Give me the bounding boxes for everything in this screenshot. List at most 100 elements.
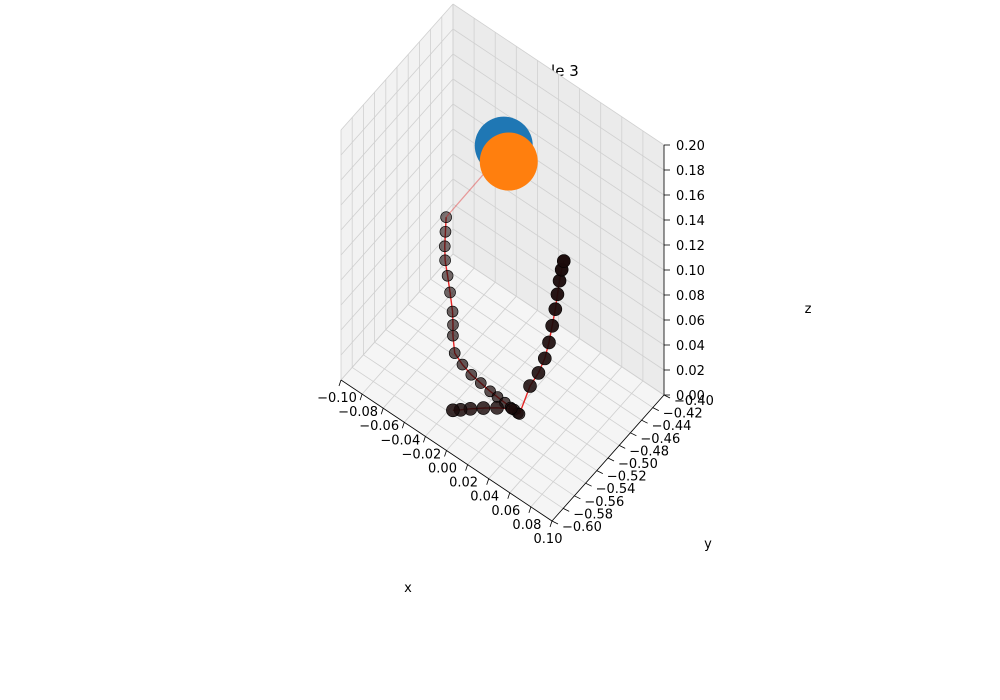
x-tick-mark bbox=[549, 520, 553, 528]
y-tick-label: −0.42 bbox=[663, 407, 703, 422]
x-tick-mark bbox=[359, 393, 363, 401]
z-tick-label: 0.18 bbox=[676, 164, 705, 179]
grid-line bbox=[340, 128, 454, 256]
grid-line bbox=[488, 352, 601, 479]
y-tick-mark bbox=[641, 419, 648, 424]
x-tick-mark bbox=[528, 506, 532, 514]
data-point bbox=[542, 335, 556, 350]
grid-line bbox=[340, 78, 454, 206]
y-tick-label: −0.50 bbox=[618, 457, 658, 472]
data-point bbox=[550, 287, 565, 302]
grid-line bbox=[340, 53, 454, 181]
y-tick-label: −0.48 bbox=[629, 444, 669, 459]
y-tick-label: −0.46 bbox=[640, 432, 680, 447]
x-tick-mark bbox=[465, 464, 468, 471]
data-point bbox=[446, 305, 459, 318]
y-tick-mark bbox=[585, 482, 592, 487]
data-point bbox=[537, 351, 552, 366]
data-point bbox=[448, 347, 461, 359]
data-point bbox=[439, 225, 452, 238]
y-tick-mark bbox=[630, 432, 637, 437]
z-tick-label: 0.20 bbox=[676, 139, 705, 154]
y-tick-mark bbox=[663, 394, 671, 399]
y-tick-mark bbox=[652, 407, 659, 411]
y-tick-mark bbox=[574, 495, 581, 500]
data-point bbox=[465, 368, 478, 381]
y-tick-mark bbox=[619, 445, 626, 449]
chart-tick-labels: −0.10−0.08−0.06−0.04−0.020.000.020.040.0… bbox=[317, 139, 714, 547]
y-tick-label: −0.54 bbox=[596, 482, 636, 497]
x-tick-label: −0.04 bbox=[380, 433, 420, 448]
data-point bbox=[474, 377, 487, 389]
x-tick-label: −0.08 bbox=[338, 405, 378, 420]
data-point bbox=[446, 403, 460, 418]
z-tick-label: 0.06 bbox=[676, 314, 705, 329]
x-tick-label: −0.02 bbox=[401, 447, 441, 462]
y-tick-mark bbox=[607, 457, 615, 462]
data-point bbox=[439, 254, 451, 267]
grid-line bbox=[452, 78, 665, 221]
y-tick-label: −0.56 bbox=[584, 495, 624, 510]
x-tick-label: −0.06 bbox=[359, 419, 399, 434]
z-tick-label: 0.08 bbox=[676, 289, 705, 304]
data-point bbox=[552, 273, 567, 288]
y-tick-mark bbox=[563, 508, 570, 512]
data-point bbox=[545, 319, 559, 333]
data-point bbox=[444, 286, 456, 299]
x-tick-label: 0.10 bbox=[534, 532, 563, 547]
grid-line bbox=[407, 304, 620, 446]
x-tick-mark bbox=[401, 422, 405, 429]
data-point bbox=[531, 366, 546, 380]
x-tick-mark bbox=[486, 478, 490, 485]
grid-line bbox=[340, 103, 454, 231]
y-tick-label: −0.52 bbox=[607, 470, 647, 485]
z-tick-label: 0.14 bbox=[676, 214, 705, 229]
y-tick-label: −0.60 bbox=[562, 520, 602, 535]
grid-line bbox=[396, 316, 609, 459]
data-point bbox=[456, 358, 469, 371]
x-axis-label: x bbox=[404, 581, 412, 596]
x-tick-label: 0.06 bbox=[491, 504, 520, 519]
z-tick-label: 0.10 bbox=[676, 264, 705, 279]
grid-line bbox=[340, 3, 454, 131]
y-tick-label: −0.44 bbox=[652, 419, 692, 434]
orange-sphere bbox=[479, 132, 538, 191]
x-tick-mark bbox=[444, 450, 447, 457]
grid-line bbox=[509, 366, 623, 494]
data-point bbox=[556, 254, 571, 268]
z-tick-label: 0.16 bbox=[676, 189, 705, 204]
x-tick-mark bbox=[380, 408, 384, 415]
data-point bbox=[440, 211, 452, 223]
x-tick-label: 0.08 bbox=[512, 518, 541, 533]
x-tick-label: 0.04 bbox=[470, 490, 499, 505]
chart-series bbox=[438, 116, 571, 420]
z-tick-label: 0.00 bbox=[676, 389, 705, 404]
data-point bbox=[548, 302, 563, 316]
data-point bbox=[438, 240, 451, 253]
grid-line bbox=[430, 278, 642, 421]
grid-line bbox=[530, 380, 644, 508]
data-point bbox=[505, 403, 518, 415]
z-tick-label: 0.04 bbox=[676, 339, 705, 354]
grid-line bbox=[340, 28, 454, 156]
data-point bbox=[490, 401, 504, 415]
data-point bbox=[447, 329, 459, 342]
x-tick-label: 0.02 bbox=[449, 476, 478, 491]
data-point bbox=[476, 401, 491, 415]
z-tick-label: 0.12 bbox=[676, 239, 705, 254]
z-tick-label: 0.02 bbox=[676, 364, 705, 379]
x-tick-mark bbox=[338, 379, 342, 387]
data-point bbox=[447, 319, 459, 331]
x-tick-label: −0.10 bbox=[317, 391, 357, 406]
y-tick-mark bbox=[596, 470, 603, 474]
x-tick-label: 0.00 bbox=[428, 462, 457, 477]
grid-line bbox=[452, 28, 665, 171]
y-tick-label: −0.58 bbox=[573, 507, 613, 522]
y-tick-mark bbox=[551, 520, 559, 525]
grid-line bbox=[452, 53, 665, 196]
x-tick-mark bbox=[507, 492, 511, 499]
y-tick-label: −0.40 bbox=[674, 394, 714, 409]
data-point bbox=[441, 269, 454, 282]
grid-line bbox=[452, 3, 665, 146]
